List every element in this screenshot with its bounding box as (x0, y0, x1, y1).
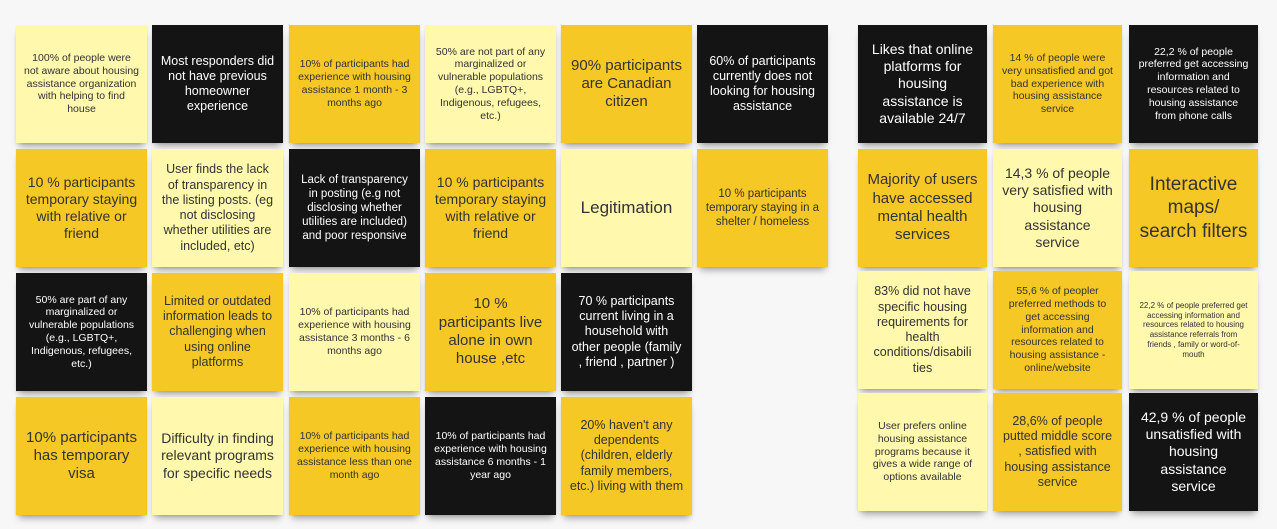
sticky-note[interactable]: Interactive maps/ search filters (1129, 149, 1258, 267)
sticky-note[interactable]: Legitimation (561, 149, 692, 267)
note-text: 55,6 % of peopler preferred methods to g… (1008, 285, 1107, 374)
note-text: 60% of participants currently does not l… (709, 53, 816, 114)
sticky-note[interactable]: 14,3 % of people very satisfied with hou… (993, 149, 1122, 267)
sticky-note[interactable]: 55,6 % of peopler preferred methods to g… (993, 271, 1122, 389)
note-text: Limited or outdated information leads to… (162, 293, 273, 369)
note-text: Majority of users have accessed mental h… (867, 171, 978, 244)
sticky-note[interactable]: Most responders did not have previous ho… (152, 25, 283, 143)
sticky-note[interactable]: 100% of people were not aware about hous… (16, 25, 147, 143)
sticky-note[interactable]: 10 % participants temporary staying in a… (697, 149, 828, 267)
sticky-note[interactable]: 10 % participants live alone in own hous… (425, 273, 556, 391)
sticky-note[interactable]: 10% of participants had experience with … (425, 397, 556, 515)
sticky-note[interactable]: 10% participants has temporary visa (16, 397, 147, 515)
note-text: 28,6% of people putted middle score , sa… (1002, 413, 1113, 489)
note-text: 50% are not part of any marginalized or … (435, 45, 546, 122)
note-text: 10 % participants temporary staying in a… (705, 187, 820, 228)
note-text: Interactive maps/ search filters (1139, 174, 1248, 242)
sticky-note[interactable]: 50% are part of any marginalized or vuln… (16, 273, 147, 391)
note-text: 22,2 % of people preferred get accessing… (1139, 300, 1248, 359)
note-text: 10% of participants had experience with … (298, 58, 411, 109)
note-text: Legitimation (580, 197, 673, 217)
note-text: 14 % of people were very unsatisfied and… (1002, 52, 1113, 116)
sticky-note[interactable]: 10 % participants temporary staying with… (16, 149, 147, 267)
note-text: 10 % participants live alone in own hous… (438, 295, 543, 368)
sticky-note[interactable]: 60% of participants currently does not l… (697, 25, 828, 143)
sticky-note[interactable]: Majority of users have accessed mental h… (858, 149, 987, 267)
note-text: 90% participants are Canadian citizen (571, 56, 682, 111)
note-text: Likes that online platforms for housing … (871, 41, 974, 126)
sticky-note[interactable]: 10 % participants temporary staying with… (425, 149, 556, 267)
sticky-note[interactable]: 83% did not have specific housing requir… (858, 271, 987, 389)
note-text: Difficulty in finding relevant programs … (161, 430, 274, 481)
note-text: 10 % participants temporary staying with… (25, 173, 138, 242)
note-text: 100% of people were not aware about hous… (24, 52, 140, 116)
sticky-note[interactable]: Likes that online platforms for housing … (858, 25, 987, 143)
sticky-note[interactable]: 90% participants are Canadian citizen (561, 25, 692, 143)
note-text: 22,2 % of people preferred get accessing… (1138, 45, 1249, 122)
note-text: 83% did not have specific housing requir… (873, 284, 972, 375)
note-text: Lack of transparency in posting (e.g not… (301, 173, 408, 243)
note-text: 42,9 % of people unsatisfied with housin… (1140, 409, 1247, 494)
note-text: 70 % participants current living in a ho… (571, 293, 682, 369)
sticky-note[interactable]: User prefers online housing assistance p… (858, 393, 987, 511)
sticky-note[interactable]: 28,6% of people putted middle score , sa… (993, 393, 1122, 511)
note-text: Most responders did not have previous ho… (160, 53, 275, 114)
sticky-note[interactable]: 10% of participants had experience with … (289, 273, 420, 391)
note-text: User prefers online housing assistance p… (872, 420, 973, 484)
note-text: 50% are part of any marginalized or vuln… (28, 293, 135, 370)
sticky-note[interactable]: 20% haven't any dependents (children, el… (561, 397, 692, 515)
sticky-note[interactable]: 10% of participants had experience with … (289, 25, 420, 143)
sticky-note[interactable]: 22,2 % of people preferred get accessing… (1129, 25, 1258, 143)
sticky-note[interactable]: Lack of transparency in posting (e.g not… (289, 149, 420, 267)
sticky-note[interactable]: 10% of participants had experience with … (289, 397, 420, 515)
sticky-note[interactable]: User finds the lack of transparency in t… (152, 149, 283, 267)
note-text: 20% haven't any dependents (children, el… (569, 417, 684, 493)
sticky-note[interactable]: 22,2 % of people preferred get accessing… (1129, 271, 1258, 389)
sticky-note[interactable]: 42,9 % of people unsatisfied with housin… (1129, 393, 1258, 511)
note-text: 10% participants has temporary visa (26, 428, 137, 483)
note-text: 10% of participants had experience with … (434, 430, 547, 481)
sticky-note[interactable]: 50% are not part of any marginalized or … (425, 25, 556, 143)
note-text: 10 % participants temporary staying with… (434, 173, 547, 242)
note-text: User finds the lack of transparency in t… (161, 162, 274, 253)
sticky-note[interactable]: Limited or outdated information leads to… (152, 273, 283, 391)
sticky-note[interactable]: 70 % participants current living in a ho… (561, 273, 692, 391)
sticky-note[interactable]: 14 % of people were very unsatisfied and… (993, 25, 1122, 143)
note-text: 10% of participants had experience with … (297, 430, 412, 481)
note-text: 14,3 % of people very satisfied with hou… (1002, 165, 1113, 250)
sticky-note[interactable]: Difficulty in finding relevant programs … (152, 397, 283, 515)
note-text: 10% of participants had experience with … (298, 306, 411, 357)
